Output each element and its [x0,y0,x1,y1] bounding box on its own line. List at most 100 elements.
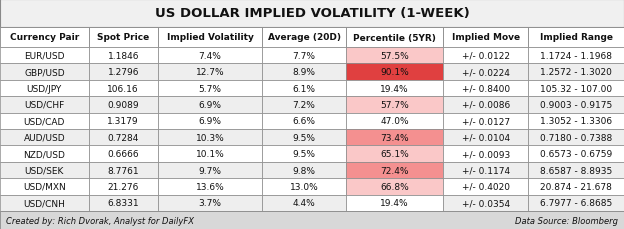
Bar [158,80,262,97]
Bar [529,48,624,64]
Text: 6.9%: 6.9% [198,101,222,109]
Text: 5.7%: 5.7% [198,84,222,93]
Bar [158,195,262,211]
Bar [346,28,443,48]
Bar [262,146,346,162]
Text: 0.6666: 0.6666 [107,150,139,158]
Bar [346,195,443,211]
Text: Currency Pair: Currency Pair [10,33,79,42]
Text: 20.874 - 21.678: 20.874 - 21.678 [540,182,612,191]
Text: 1.3052 - 1.3306: 1.3052 - 1.3306 [540,117,612,126]
Text: 6.1%: 6.1% [293,84,316,93]
Text: Implied Move: Implied Move [452,33,520,42]
Text: +/- 0.4020: +/- 0.4020 [462,182,510,191]
Text: Implied Volatility: Implied Volatility [167,33,253,42]
Text: 8.7761: 8.7761 [107,166,139,175]
Bar [89,28,158,48]
Text: 0.7284: 0.7284 [107,133,139,142]
Text: 8.6587 - 8.8935: 8.6587 - 8.8935 [540,166,612,175]
Bar [262,80,346,97]
Bar [346,48,443,64]
Bar [443,113,529,129]
Bar [346,80,443,97]
Text: 19.4%: 19.4% [380,199,409,207]
Text: 13.6%: 13.6% [196,182,225,191]
Bar [0,162,89,178]
Text: +/- 0.0104: +/- 0.0104 [462,133,510,142]
Text: 6.8331: 6.8331 [107,199,139,207]
Bar [529,162,624,178]
Bar [158,113,262,129]
Text: EUR/USD: EUR/USD [24,52,64,60]
Text: USD/CNH: USD/CNH [23,199,66,207]
Bar [346,97,443,113]
Bar [443,64,529,80]
Bar [529,80,624,97]
Text: 6.7977 - 6.8685: 6.7977 - 6.8685 [540,199,612,207]
Text: Created by: Rich Dvorak, Analyst for DailyFX: Created by: Rich Dvorak, Analyst for Dai… [6,215,194,224]
Text: USD/SEK: USD/SEK [24,166,64,175]
Bar [0,0,624,28]
Text: 9.7%: 9.7% [198,166,222,175]
Bar [0,80,89,97]
Bar [89,64,158,80]
Text: USD/MXN: USD/MXN [23,182,66,191]
Bar [89,178,158,195]
Bar [262,195,346,211]
Text: Average (20D): Average (20D) [268,33,341,42]
Text: 1.2572 - 1.3020: 1.2572 - 1.3020 [540,68,612,77]
Bar [0,211,624,229]
Text: 13.0%: 13.0% [290,182,318,191]
Bar [89,80,158,97]
Bar [529,64,624,80]
Text: 10.1%: 10.1% [196,150,225,158]
Text: 73.4%: 73.4% [380,133,409,142]
Bar [0,113,89,129]
Bar [262,97,346,113]
Bar [89,146,158,162]
Text: +/- 0.0354: +/- 0.0354 [462,199,510,207]
Bar [0,146,89,162]
Bar [262,129,346,146]
Text: 9.8%: 9.8% [293,166,316,175]
Text: GBP/USD: GBP/USD [24,68,65,77]
Text: +/- 0.0224: +/- 0.0224 [462,68,510,77]
Text: 65.1%: 65.1% [380,150,409,158]
Text: +/- 0.0127: +/- 0.0127 [462,117,510,126]
Bar [346,113,443,129]
Bar [443,80,529,97]
Text: 105.32 - 107.00: 105.32 - 107.00 [540,84,612,93]
Bar [158,97,262,113]
Bar [529,195,624,211]
Text: 19.4%: 19.4% [380,84,409,93]
Text: Implied Range: Implied Range [540,33,613,42]
Bar [89,97,158,113]
Text: 47.0%: 47.0% [380,117,409,126]
Bar [158,64,262,80]
Bar [262,28,346,48]
Text: USD/JPY: USD/JPY [27,84,62,93]
Text: 57.7%: 57.7% [380,101,409,109]
Text: Data Source: Bloomberg: Data Source: Bloomberg [515,215,618,224]
Text: 7.4%: 7.4% [198,52,222,60]
Text: +/- 0.0086: +/- 0.0086 [462,101,510,109]
Text: Spot Price: Spot Price [97,33,149,42]
Text: 57.5%: 57.5% [380,52,409,60]
Text: +/- 0.8400: +/- 0.8400 [462,84,510,93]
Bar [158,178,262,195]
Text: 7.7%: 7.7% [293,52,316,60]
Text: 6.9%: 6.9% [198,117,222,126]
Text: 1.1846: 1.1846 [107,52,139,60]
Text: 72.4%: 72.4% [380,166,409,175]
Text: 9.5%: 9.5% [293,133,316,142]
Text: 6.6%: 6.6% [293,117,316,126]
Text: 10.3%: 10.3% [196,133,225,142]
Text: 0.7180 - 0.7388: 0.7180 - 0.7388 [540,133,612,142]
Text: 21.276: 21.276 [107,182,139,191]
Bar [443,129,529,146]
Bar [346,129,443,146]
Bar [443,162,529,178]
Bar [0,195,89,211]
Bar [529,113,624,129]
Text: 12.7%: 12.7% [196,68,225,77]
